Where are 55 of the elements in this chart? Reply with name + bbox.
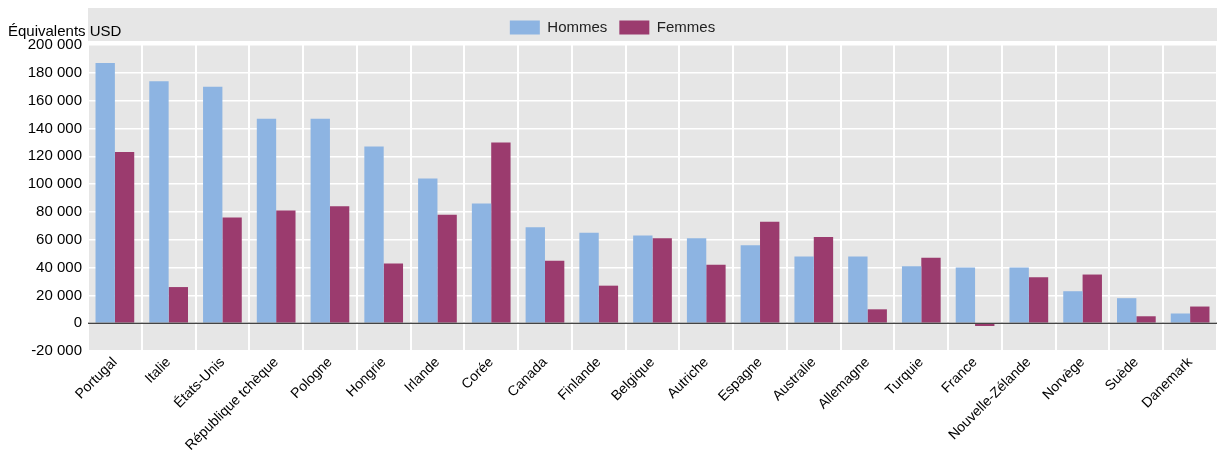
y-tick-label: 160 000 bbox=[27, 90, 82, 108]
legend-label: Hommes bbox=[547, 17, 608, 35]
bar bbox=[1063, 291, 1083, 323]
bar bbox=[901, 266, 922, 323]
bar bbox=[955, 267, 976, 323]
y-tick-label: 80 000 bbox=[36, 202, 82, 220]
bar bbox=[794, 256, 814, 323]
bar bbox=[760, 221, 780, 323]
bar bbox=[1028, 277, 1049, 323]
bar bbox=[114, 152, 135, 323]
bar bbox=[813, 236, 834, 323]
bar bbox=[329, 206, 350, 323]
y-tick-label: 140 000 bbox=[27, 118, 82, 136]
bar bbox=[1136, 316, 1156, 323]
bar bbox=[310, 118, 330, 323]
y-tick-label: 180 000 bbox=[27, 62, 82, 80]
bar bbox=[437, 214, 457, 323]
bar bbox=[921, 257, 941, 323]
bar bbox=[1082, 274, 1102, 323]
bar bbox=[598, 285, 619, 323]
y-tick-label: 0 bbox=[73, 313, 82, 331]
bar bbox=[686, 238, 707, 323]
y-tick-label: 120 000 bbox=[27, 146, 82, 164]
bar bbox=[418, 178, 438, 323]
y-tick-label: 60 000 bbox=[36, 229, 82, 247]
bar bbox=[276, 210, 296, 323]
bar bbox=[848, 256, 868, 323]
bar bbox=[471, 203, 492, 323]
bar bbox=[364, 146, 384, 323]
bar bbox=[1190, 306, 1210, 323]
bar bbox=[256, 118, 277, 323]
bar bbox=[203, 86, 223, 323]
bar bbox=[867, 309, 887, 323]
y-tick-label: 20 000 bbox=[36, 285, 82, 303]
bar bbox=[579, 232, 599, 323]
bar bbox=[525, 227, 545, 323]
bar bbox=[95, 63, 115, 323]
bar bbox=[168, 287, 188, 323]
bar bbox=[222, 217, 242, 323]
y-tick-label: 100 000 bbox=[27, 174, 82, 192]
bar bbox=[1009, 267, 1029, 323]
bar bbox=[149, 81, 169, 323]
bar bbox=[544, 260, 565, 323]
bar bbox=[740, 245, 761, 323]
bar bbox=[491, 142, 511, 323]
bar bbox=[1117, 298, 1137, 323]
bar bbox=[706, 264, 726, 323]
y-tick-label: -20 000 bbox=[31, 341, 82, 359]
bar bbox=[383, 263, 404, 323]
bar bbox=[652, 238, 672, 323]
bar bbox=[1170, 313, 1191, 323]
bar bbox=[975, 323, 995, 327]
legend-label: Femmes bbox=[656, 17, 716, 35]
y-tick-label: 40 000 bbox=[36, 257, 82, 275]
bar bbox=[633, 235, 653, 323]
